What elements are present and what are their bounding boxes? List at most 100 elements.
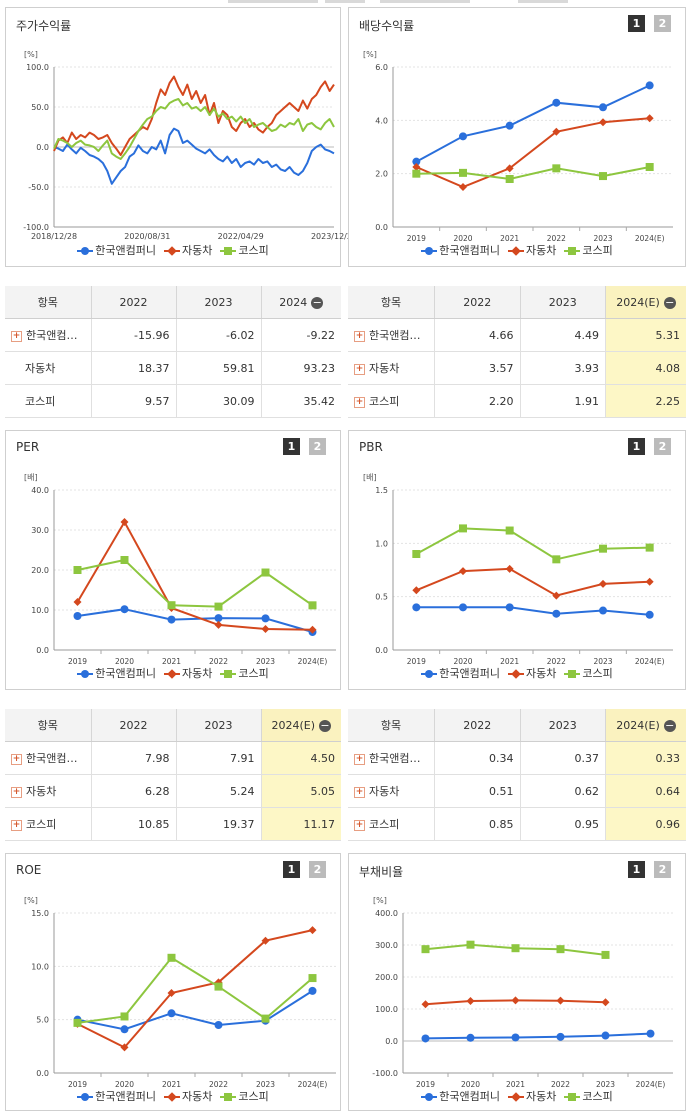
chart-view-2-button[interactable]: 2 (654, 438, 671, 455)
y-tick-label: 10.0 (31, 962, 49, 971)
data-point-kospi (421, 945, 430, 954)
data-point-automobile (645, 114, 654, 123)
collapse-icon[interactable]: − (663, 718, 676, 732)
x-tick-label: 2022 (547, 657, 566, 666)
series-line-hankook-and-company (415, 84, 651, 163)
row-label-text: 코스피 (26, 818, 57, 831)
table-cell: 0.33 (605, 741, 686, 775)
data-point-kospi (167, 953, 176, 962)
data-point-hankook-and-company (308, 986, 317, 995)
x-tick-label: 2023 (593, 234, 612, 243)
series-line-automobile (415, 117, 650, 189)
data-point-kospi (505, 175, 514, 183)
series-line-hankook-and-company (77, 990, 314, 1031)
x-tick-label: 2020 (115, 657, 134, 666)
expand-icon[interactable]: + (354, 363, 365, 375)
table-row: + 한국앤컴… 4.66 4.49 5.31 (348, 318, 686, 352)
chart-view-1-button[interactable]: 1 (628, 438, 645, 455)
collapse-icon[interactable]: − (663, 295, 676, 309)
series-line-hankook-and-company (416, 606, 650, 616)
column-header: 2024(E) − (605, 709, 686, 742)
table-cell: 0.85 (434, 807, 521, 841)
chart-view-2-button[interactable]: 2 (654, 861, 671, 878)
data-point-hankook-and-company (556, 1032, 565, 1041)
expand-icon[interactable]: + (354, 819, 365, 831)
legend-label: 코스피 (582, 244, 613, 257)
table-cell: 4.50 (261, 741, 341, 775)
table-cell: 3.57 (434, 351, 521, 385)
y-axis-unit: [배] (363, 473, 377, 482)
y-tick-label: 0.0 (375, 223, 388, 232)
expand-icon[interactable]: + (11, 819, 22, 831)
legend-label: 한국앤컴퍼니 (95, 244, 156, 257)
legend-item-kospi: 코스피 (220, 242, 269, 258)
data-point-hankook-and-company (601, 1031, 610, 1040)
table-cell: 19.37 (176, 807, 262, 841)
y-tick-label: 5.0 (36, 1016, 49, 1025)
x-tick-label: 2023/12/28 (311, 232, 357, 241)
column-header-label: 2024(E) (616, 295, 660, 309)
expand-icon[interactable]: + (11, 330, 22, 342)
column-header-label: 2022 (119, 718, 148, 732)
data-point-hankook-and-company (73, 612, 82, 620)
data-point-kospi (466, 940, 475, 949)
table-row: 자동차 18.37 59.81 93.23 (5, 351, 341, 385)
chart-view-1-button[interactable]: 1 (283, 861, 300, 878)
chart-view-1-button[interactable]: 1 (628, 861, 645, 878)
table-row: + 한국앤컴… 0.34 0.37 0.33 (348, 741, 686, 775)
collapse-icon[interactable]: − (311, 295, 324, 309)
data-point-automobile (505, 164, 514, 173)
data-point-hankook-and-company (261, 614, 270, 623)
data-point-automobile (261, 936, 270, 945)
column-header-label: 2023 (204, 718, 233, 732)
y-axis-unit: [%] (24, 50, 38, 59)
legend-item-kospi: 코스피 (564, 1088, 613, 1104)
data-point-automobile (412, 586, 421, 595)
chart-legend: 한국앤컴퍼니 자동차 코스피 (6, 1088, 340, 1104)
y-tick-label: 20.0 (31, 566, 49, 575)
table-cell: 59.81 (176, 351, 262, 385)
data-point-automobile (511, 996, 520, 1005)
chart-view-2-button[interactable]: 2 (309, 861, 326, 878)
legend-marker (77, 246, 94, 256)
legend-item-hankook-and-company: 한국앤컴퍼니 (421, 1088, 500, 1104)
y-axis-unit: [배] (24, 473, 38, 482)
row-label-text: 한국앤컴… (26, 752, 78, 765)
chart-view-2-button[interactable]: 2 (654, 15, 671, 32)
chart-view-1-button[interactable]: 1 (283, 438, 300, 455)
data-point-hankook-and-company (599, 103, 607, 112)
expand-icon[interactable]: + (11, 786, 22, 798)
chart-view-1-button[interactable]: 1 (628, 15, 645, 32)
y-tick-label: 2.0 (375, 170, 388, 179)
data-point-hankook-and-company (645, 81, 654, 90)
data-point-hankook-and-company (459, 132, 467, 141)
data-point-automobile (556, 996, 565, 1005)
data-point-kospi (552, 164, 561, 173)
expand-icon[interactable]: + (354, 753, 365, 765)
legend-item-kospi: 코스피 (220, 665, 269, 681)
row-label-text: 자동차 (369, 362, 400, 375)
y-tick-label: 1.5 (375, 486, 388, 495)
column-header: 2024− (261, 286, 341, 319)
expand-icon[interactable]: + (354, 396, 365, 408)
legend-item-kospi: 코스피 (564, 242, 613, 258)
expand-icon[interactable]: + (354, 786, 365, 798)
chart-view-2-button[interactable]: 2 (309, 438, 326, 455)
panel-title: PBR (359, 440, 383, 454)
table-cell: 5.31 (605, 318, 686, 352)
y-tick-label: 6.0 (375, 63, 388, 72)
table-cell: 35.42 (261, 384, 341, 418)
expand-icon[interactable]: + (11, 753, 22, 765)
table-cell: 0.64 (605, 774, 686, 808)
x-tick-label: 2019 (416, 1080, 435, 1089)
y-tick-label: 0.0 (36, 646, 49, 655)
y-tick-label: 50.0 (31, 103, 49, 112)
row-label-text: 코스피 (25, 395, 56, 408)
table-row: + 자동차 3.57 3.93 4.08 (348, 351, 686, 385)
collapse-icon[interactable]: − (319, 718, 332, 732)
expand-icon[interactable]: + (354, 330, 365, 342)
row-label-text: 자동차 (26, 785, 57, 798)
legend-marker (220, 1092, 237, 1102)
panel-title: PER (16, 440, 40, 454)
legend-label: 자동차 (525, 244, 557, 257)
